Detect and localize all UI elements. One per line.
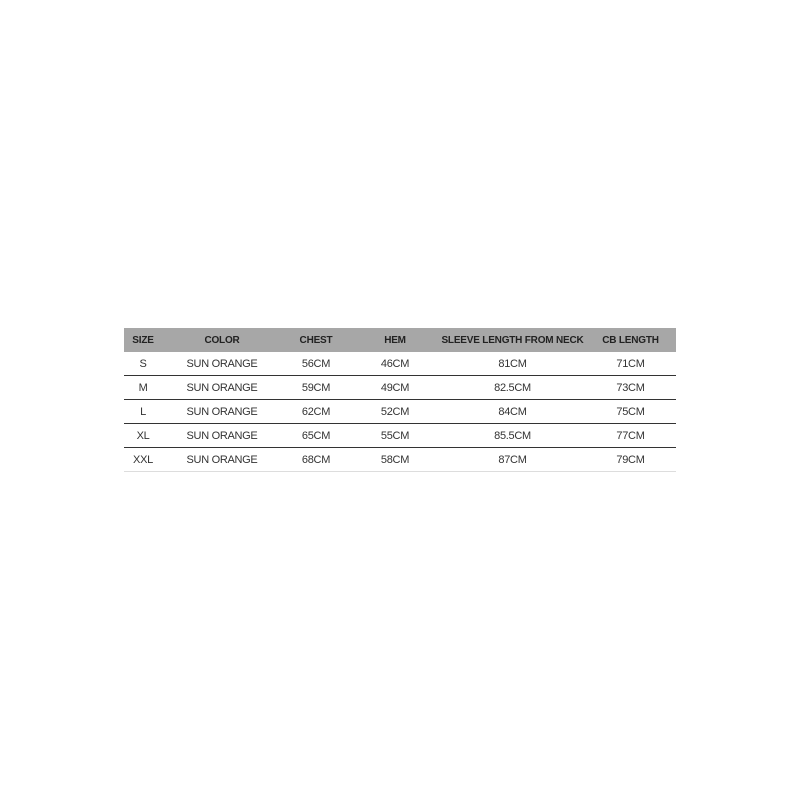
table-row: L SUN ORANGE 62CM 52CM 84CM 75CM: [124, 399, 676, 424]
table-row: M SUN ORANGE 59CM 49CM 82.5CM 73CM: [124, 375, 676, 400]
table-cell: SUN ORANGE: [162, 399, 282, 424]
table-cell: SUN ORANGE: [162, 375, 282, 400]
table-cell: 84CM: [440, 399, 585, 424]
table-cell: 75CM: [585, 399, 676, 424]
header-cell: CHEST: [282, 328, 350, 352]
table-row: XXL SUN ORANGE 68CM 58CM 87CM 79CM: [124, 447, 676, 472]
table-cell: 56CM: [282, 352, 350, 376]
table-cell: L: [124, 399, 162, 424]
table-cell: 71CM: [585, 352, 676, 376]
table-cell: SUN ORANGE: [162, 423, 282, 448]
table-cell: 79CM: [585, 447, 676, 472]
header-cell: HEM: [350, 328, 440, 352]
table-cell: 68CM: [282, 447, 350, 472]
table-cell: XL: [124, 423, 162, 448]
header-cell: CB LENGTH: [585, 328, 676, 352]
table-cell: 55CM: [350, 423, 440, 448]
table-body: S SUN ORANGE 56CM 46CM 81CM 71CM M SUN ORANGE 59…: [124, 352, 676, 472]
table-cell: 49CM: [350, 375, 440, 400]
header-cell: COLOR: [162, 328, 282, 352]
table-cell: SUN ORANGE: [162, 352, 282, 376]
table-cell: XXL: [124, 447, 162, 472]
table-cell: 58CM: [350, 447, 440, 472]
table-cell: SUN ORANGE: [162, 447, 282, 472]
header-cell: SIZE: [124, 328, 162, 352]
table-row: S SUN ORANGE 56CM 46CM 81CM 71CM: [124, 352, 676, 376]
table-cell: S: [124, 352, 162, 376]
table-row: XL SUN ORANGE 65CM 55CM 85.5CM 77CM: [124, 423, 676, 448]
table-cell: 62CM: [282, 399, 350, 424]
table-cell: 85.5CM: [440, 423, 585, 448]
header-row: SIZE COLOR CHEST HEM SLEEVE LENGTH FROM NECK…: [124, 328, 676, 352]
header-cell: SLEEVE LENGTH FROM NECK: [440, 328, 585, 352]
table-cell: 46CM: [350, 352, 440, 376]
table-cell: M: [124, 375, 162, 400]
table-cell: 82.5CM: [440, 375, 585, 400]
table-cell: 87CM: [440, 447, 585, 472]
table-cell: 81CM: [440, 352, 585, 376]
table-cell: 52CM: [350, 399, 440, 424]
table-cell: 73CM: [585, 375, 676, 400]
table-cell: 59CM: [282, 375, 350, 400]
table-cell: 65CM: [282, 423, 350, 448]
table-cell: 77CM: [585, 423, 676, 448]
size-table: SIZE COLOR CHEST HEM SLEEVE LENGTH FROM NECK…: [124, 328, 676, 472]
